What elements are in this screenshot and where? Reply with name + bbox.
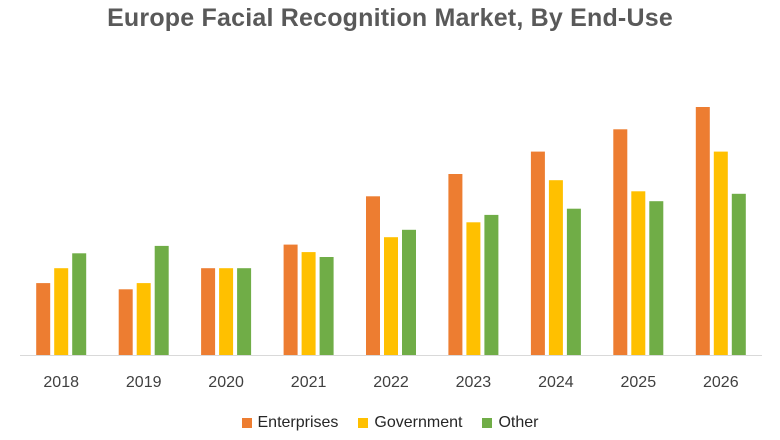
bar-other-2025 <box>649 201 664 355</box>
x-tick-label-2022: 2022 <box>373 374 409 391</box>
bar-government-2023 <box>466 222 481 355</box>
bar-enterprises-2020 <box>201 268 216 355</box>
bar-government-2020 <box>219 268 234 355</box>
x-tick-label-2021: 2021 <box>291 374 327 391</box>
legend-swatch-enterprises <box>241 418 252 428</box>
legend-label-government: Government <box>374 414 463 431</box>
x-tick-label-2025: 2025 <box>621 374 657 391</box>
bar-enterprises-2022 <box>366 196 380 355</box>
chart-title: Europe Facial Recognition Market, By End… <box>107 4 673 32</box>
x-tick-label-2019: 2019 <box>126 374 162 391</box>
legend-item-enterprises: Enterprises <box>241 414 339 432</box>
bar-other-2024 <box>566 208 581 355</box>
bar-enterprises-2019 <box>118 289 133 355</box>
bar-enterprises-2024 <box>530 151 545 355</box>
bar-government-2018 <box>54 268 69 355</box>
legend-swatch-government <box>358 418 369 428</box>
legend-label-enterprises: Enterprises <box>257 414 339 431</box>
legend-item-other: Other <box>482 414 538 432</box>
bar-government-2024 <box>548 180 563 355</box>
bar-other-2026 <box>731 193 746 355</box>
legend-swatch-other <box>482 418 493 428</box>
legend-item-government: Government <box>358 414 462 432</box>
bar-enterprises-2021 <box>283 244 298 355</box>
bar-government-2019 <box>136 283 151 355</box>
bar-government-2022 <box>384 237 398 355</box>
x-tick-label-2026: 2026 <box>703 374 739 391</box>
legend-label-other: Other <box>498 414 539 431</box>
bar-other-2022 <box>402 229 416 355</box>
bar-other-2021 <box>319 257 334 355</box>
bar-enterprises-2025 <box>613 129 628 355</box>
bar-enterprises-2018 <box>36 283 51 355</box>
bar-government-2026 <box>713 151 728 355</box>
x-tick-label-2023: 2023 <box>456 374 492 391</box>
bar-other-2023 <box>484 214 499 355</box>
bar-other-2019 <box>154 245 169 355</box>
bar-other-2020 <box>237 268 252 355</box>
bar-government-2025 <box>631 191 646 355</box>
x-tick-label-2020: 2020 <box>208 374 244 391</box>
bar-government-2021 <box>301 252 316 355</box>
bars-layer <box>36 107 746 355</box>
x-tick-labels: 2018 2019 2020 2021 2022 2023 2024 2025 2026 <box>43 374 738 391</box>
bar-enterprises-2026 <box>695 107 710 355</box>
legend: Enterprises Government Other <box>0 414 780 432</box>
x-tick-label-2024: 2024 <box>538 374 574 391</box>
bar-other-2018 <box>72 253 87 355</box>
x-tick-label-2018: 2018 <box>43 374 79 391</box>
bar-enterprises-2023 <box>448 174 463 355</box>
